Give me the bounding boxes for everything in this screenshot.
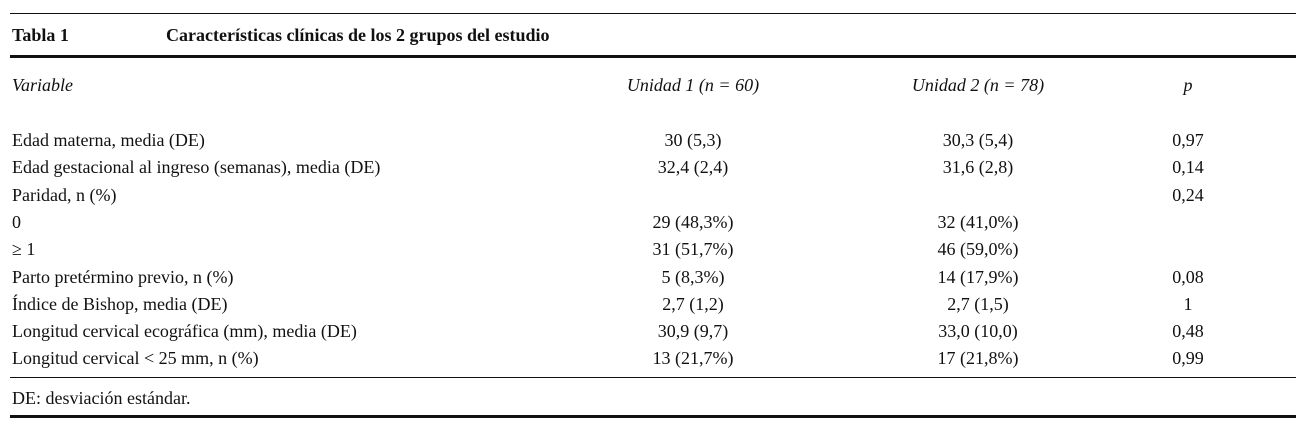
table-cell: 46 (59,0%) xyxy=(937,239,1019,260)
row-label: Longitud cervical ecográfica (mm), media… xyxy=(12,321,357,342)
row-label: Edad materna, media (DE) xyxy=(12,130,205,150)
row-label: Edad gestacional al ingreso (semanas), m… xyxy=(12,157,381,178)
row-label: Parto pretérmino previo, n (%) xyxy=(12,266,234,287)
table-cell: 2,7 (1,2) xyxy=(662,293,724,314)
table-cell: 0,48 xyxy=(1172,321,1204,342)
column-header: Unidad 1 (n = 60) xyxy=(626,75,760,95)
table-cell: 13 (21,7%) xyxy=(652,348,734,369)
table-cell: 31 (51,7%) xyxy=(652,239,734,260)
footnote: DE: desviación estándar. xyxy=(12,388,191,408)
column-header: Variable xyxy=(12,75,73,95)
table-cell: 32 (41,0%) xyxy=(937,211,1019,232)
table-cell: 30,3 (5,4) xyxy=(942,130,1014,150)
top-rule xyxy=(10,13,1296,14)
row-label: Paridad, n (%) xyxy=(12,184,117,205)
table-cell: 17 (21,8%) xyxy=(937,348,1019,369)
table-cell: 1 xyxy=(1183,293,1193,314)
bottom-rule xyxy=(10,415,1296,418)
column-header: Unidad 2 (n = 78) xyxy=(911,75,1045,95)
table-cell: 2,7 (1,5) xyxy=(947,293,1009,314)
table-cell: 30,9 (9,7) xyxy=(657,321,729,342)
row-label: ≥ 1 xyxy=(12,239,36,260)
row-label: Índice de Bishop, media (DE) xyxy=(12,293,228,314)
row-label: 0 xyxy=(12,211,21,232)
table-cell: 32,4 (2,4) xyxy=(657,157,729,178)
table-cell: 33,0 (10,0) xyxy=(938,321,1018,342)
table-cell: 30 (5,3) xyxy=(664,130,722,150)
table-cell: 5 (8,3%) xyxy=(661,266,725,287)
table-title: Características clínicas de los 2 grupos… xyxy=(166,25,550,45)
table-cell: 0,99 xyxy=(1172,348,1204,369)
body-rule xyxy=(10,377,1296,378)
table-cell: 0,08 xyxy=(1172,266,1204,287)
table-cell: 0,97 xyxy=(1172,130,1204,150)
table-cell: 0,24 xyxy=(1172,184,1204,205)
table-cell: 31,6 (2,8) xyxy=(942,157,1014,178)
table-cell: 29 (48,3%) xyxy=(652,211,734,232)
header-rule xyxy=(10,55,1296,58)
table-cell: 14 (17,9%) xyxy=(937,266,1019,287)
column-header: p xyxy=(1183,75,1193,95)
row-label: Longitud cervical < 25 mm, n (%) xyxy=(12,348,259,369)
table-label: Tabla 1 xyxy=(12,25,69,45)
table-cell: 0,14 xyxy=(1172,157,1204,178)
